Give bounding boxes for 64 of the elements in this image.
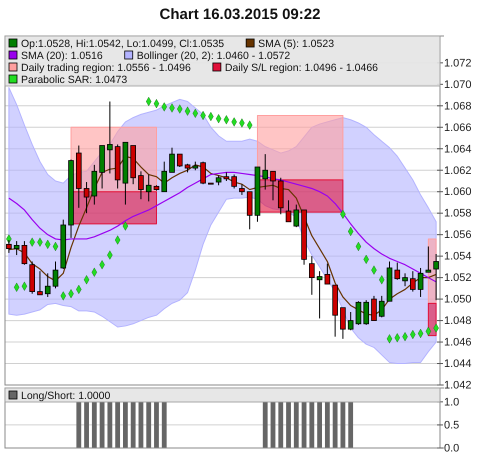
candlestick — [316, 270, 322, 319]
candlestick — [138, 170, 144, 200]
candlestick — [14, 240, 20, 256]
candlestick — [371, 295, 377, 322]
candlestick — [363, 300, 370, 326]
candlestick — [161, 161, 168, 192]
y-tick-label: 1.068 — [444, 100, 472, 112]
legend-label: Daily trading region: 1.0556 - 1.0496 — [21, 62, 192, 74]
y-tick-label: 1.072 — [444, 57, 472, 70]
candlestick — [239, 184, 245, 196]
y-tick-label: 1.070 — [444, 78, 472, 91]
y-tick-label: 0.5 — [444, 419, 460, 432]
candlestick — [426, 246, 432, 273]
candlestick — [216, 175, 222, 186]
y-tick-label: 1.050 — [444, 294, 472, 306]
candlestick — [348, 311, 354, 331]
candlestick — [146, 174, 152, 202]
y-tick-label: 1.060 — [444, 186, 472, 198]
candlestick — [52, 261, 58, 289]
y-tick-label: 1.066 — [444, 122, 472, 134]
candlestick — [37, 270, 43, 296]
legend-label: Daily S/L region: 1.0496 - 1.0466 — [224, 62, 378, 74]
candlestick — [246, 191, 252, 230]
y-tick-label: 1.062 — [444, 164, 472, 177]
y-tick-label: 0.0 — [444, 442, 460, 455]
candlestick — [107, 101, 113, 174]
candlestick — [394, 262, 400, 280]
legend-label: Parabolic SAR: 1.0473 — [21, 74, 128, 86]
candlestick — [324, 263, 330, 285]
y-tick-label: 1.048 — [444, 315, 472, 328]
y-tick-label: 1.056 — [444, 229, 472, 242]
candlestick — [402, 272, 408, 287]
candlestick — [418, 267, 424, 298]
candlestick — [309, 256, 315, 296]
legend-label: SMA (20): 1.0516 — [21, 50, 103, 62]
candlestick — [200, 161, 206, 185]
candlestick — [340, 307, 346, 340]
candlestick — [169, 147, 175, 173]
candlestick — [356, 300, 362, 326]
chart-title: Chart 16.03.2015 09:22 — [160, 6, 320, 23]
candlestick — [270, 170, 276, 201]
y-tick-label: 1.064 — [444, 143, 472, 156]
candlestick — [286, 200, 292, 222]
legend-label: Long/Short: 1.0000 — [21, 390, 110, 402]
candlestick — [378, 295, 385, 318]
y-tick-label: 1.042 — [444, 380, 472, 392]
y-tick-label: 1.058 — [444, 208, 472, 220]
candlestick — [293, 204, 300, 228]
y-tick-label: 1.046 — [444, 336, 472, 349]
y-tick-label: 1.054 — [444, 250, 472, 263]
candlestick — [22, 240, 28, 266]
candlestick — [433, 253, 439, 301]
candlestick — [176, 154, 183, 168]
y-tick-label: 1.044 — [444, 358, 472, 370]
candlestick — [84, 182, 90, 214]
candlestick — [231, 174, 237, 189]
candlestick — [262, 154, 268, 190]
y-tick-label: 1.0 — [444, 396, 460, 408]
candlestick — [410, 270, 416, 292]
legend-label: SMA (5): 1.0523 — [258, 38, 334, 50]
legend-label: Bollinger (20, 2): 1.0460 - 1.0572 — [136, 50, 290, 62]
legend-label: Op:1.0528, Hi:1.0542, Lo:1.0499, Cl:1.0535 — [21, 38, 224, 50]
y-tick-label: 1.052 — [444, 272, 472, 284]
candlestick — [44, 272, 51, 298]
